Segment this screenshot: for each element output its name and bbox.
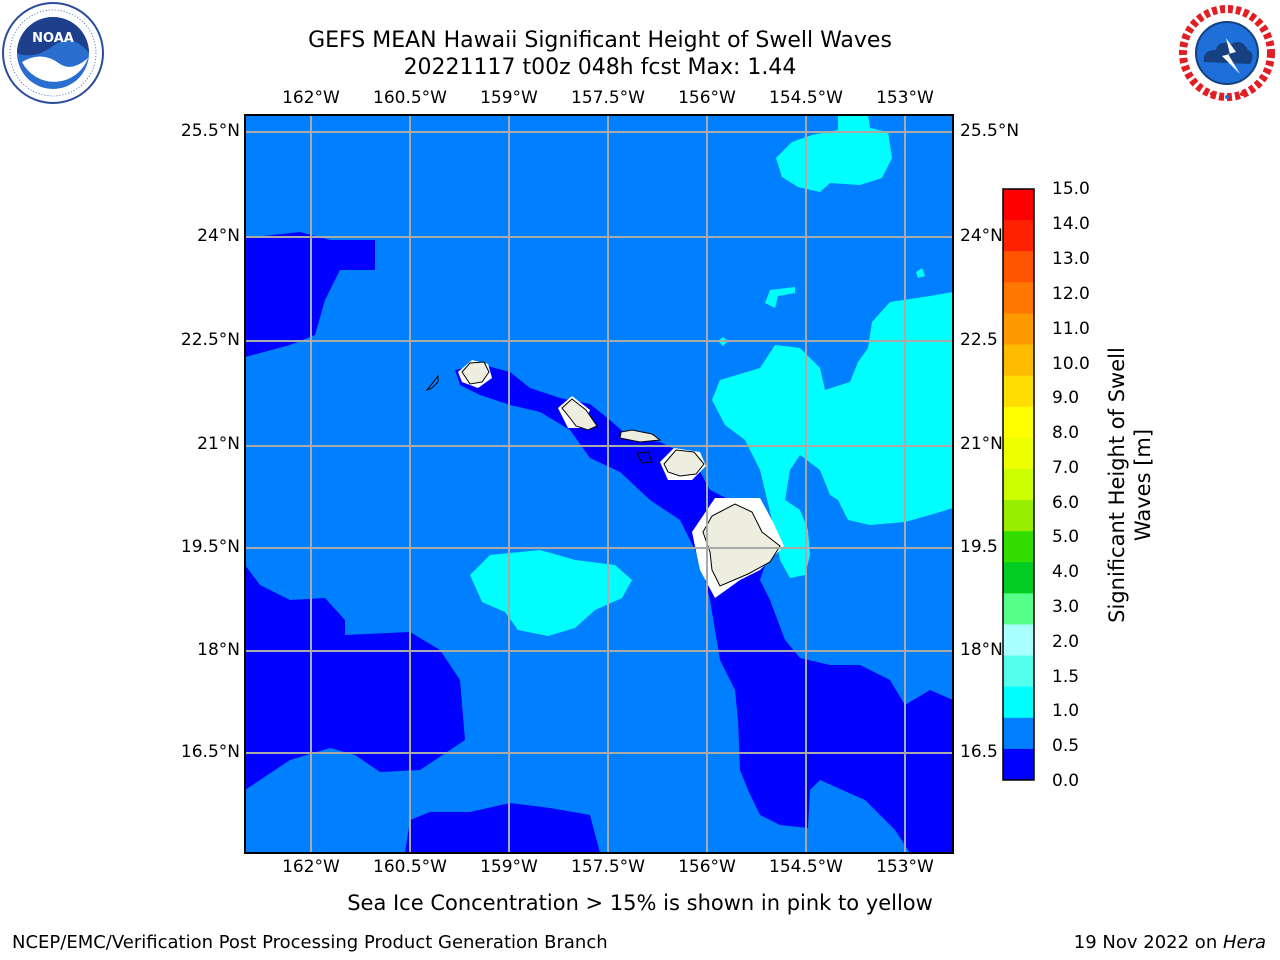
colorbar-segment [1003,624,1034,657]
footer-right: 19 Nov 2022 on Hera [1074,932,1266,953]
colorbar-tick-11: 4.0 [1052,562,1080,582]
colorbar-tick-8: 7.0 [1052,458,1080,478]
colorbar-segment [1003,344,1034,377]
colorbar-tick-6: 9.0 [1052,388,1080,408]
lat-tick-left-5: 18°N [197,640,240,660]
lon-tick-bottom-1: 160.5°W [373,857,447,877]
low-swell-region-islands [455,364,953,853]
map-plot-area [245,115,953,853]
colorbar-tick-7: 8.0 [1052,423,1080,443]
colorbar-label-line2: Waves [m] [1131,428,1155,542]
footer-date: 19 Nov 2022 on [1073,932,1223,953]
lon-tick-bottom-5: 154.5°W [769,857,843,877]
high-swell-region-east [712,292,953,578]
colorbar-tick-17: 0.0 [1052,771,1080,791]
colorbar-segment [1003,562,1034,594]
lat-tick-left-0: 25.5°N [180,121,240,141]
colorbar-tick-14: 1.5 [1052,667,1080,687]
colorbar-segment [1003,437,1034,470]
lat-tick-right-0: 25.5°N [960,121,1020,141]
colorbar-segment [1003,686,1034,719]
footer-host: Hera [1222,932,1266,953]
lon-tick-top-4: 156°W [678,88,736,108]
lat-tick-right-4: 19.5 [960,537,998,557]
lon-tick-top-1: 160.5°W [373,88,447,108]
colorbar-segment [1003,531,1034,563]
colorbar-tick-3: 12.0 [1052,284,1090,304]
island-big-island [702,503,781,587]
colorbar-segment [1003,375,1034,408]
nws-logo [1176,2,1278,104]
map-frame [244,114,954,854]
lat-tick-left-3: 21°N [197,434,240,454]
colorbar-segment [1003,748,1034,781]
colorbar-tick-15: 1.0 [1052,701,1080,721]
lon-tick-top-6: 153°W [876,88,934,108]
colorbar-label-line1: Significant Height of Swell [1105,347,1129,623]
graticule [245,115,953,853]
colorbar-tick-2: 13.0 [1052,249,1090,269]
colorbar-segment [1003,593,1034,625]
colorbar-tick-10: 5.0 [1052,527,1080,547]
colorbar-segment [1003,406,1034,439]
noaa-logo: NOAA [2,2,104,104]
colorbar-segment [1003,189,1034,221]
colorbar-segment [1003,313,1034,346]
lon-tick-top-0: 162°W [282,88,340,108]
colorbar [1003,189,1034,781]
lat-tick-left-2: 22.5°N [180,330,240,350]
lat-tick-right-2: 22.5 [960,330,998,350]
island-niihau [425,374,439,392]
high-swell-region-south [470,550,632,636]
island-lanai [636,451,653,464]
lat-tick-right-5: 18°N [960,640,1003,660]
lat-tick-left-4: 19.5°N [180,537,240,557]
footer-left: NCEP/EMC/Verification Post Processing Pr… [12,932,608,953]
colorbar-segment [1003,655,1034,688]
map-title-line2: 20221117 t00z 048h fcst Max: 1.44 [403,55,797,80]
colorbar-tick-13: 2.0 [1052,632,1080,652]
colorbar-segment [1003,468,1034,501]
lon-tick-bottom-2: 159°W [480,857,538,877]
colorbar-tick-1: 14.0 [1052,214,1090,234]
lon-tick-bottom-0: 162°W [282,857,340,877]
lat-tick-right-6: 16.5 [960,742,998,762]
colorbar-segment [1003,717,1034,750]
lon-tick-top-2: 159°W [480,88,538,108]
low-swell-region-south [405,803,600,853]
island-kauai [461,361,490,385]
island-maui [663,449,705,477]
lat-tick-left-1: 24°N [197,226,240,246]
colorbar-tick-4: 11.0 [1052,319,1090,339]
colorbar-segment [1003,500,1034,532]
colorbar-segment [1003,251,1034,283]
lat-tick-right-1: 24°N [960,226,1003,246]
colorbar-frame [1002,188,1035,781]
colorbar-tick-16: 0.5 [1052,736,1080,756]
high-swell-patch-1 [765,287,795,308]
high-swell-patch-2 [916,268,925,278]
island-molokai [619,429,662,443]
colorbar-tick-5: 10.0 [1052,354,1090,374]
noaa-logo-text: NOAA [32,31,74,46]
colorbar-segment [1003,220,1034,252]
colorbar-tick-9: 6.0 [1052,493,1080,513]
island-oahu [561,398,598,431]
lon-tick-bottom-3: 157.5°W [571,857,645,877]
lon-tick-bottom-6: 153°W [876,857,934,877]
lon-tick-top-3: 157.5°W [571,88,645,108]
colorbar-tick-0: 15.0 [1052,179,1090,199]
map-title-line1: GEFS MEAN Hawaii Significant Height of S… [308,28,892,53]
sea-ice-note: Sea Ice Concentration > 15% is shown in … [347,891,933,915]
colorbar-tick-12: 3.0 [1052,597,1080,617]
lon-tick-top-5: 154.5°W [769,88,843,108]
colorbar-segment [1003,282,1034,314]
lon-tick-bottom-4: 156°W [678,857,736,877]
lat-tick-left-6: 16.5°N [180,742,240,762]
lat-tick-right-3: 21°N [960,434,1003,454]
